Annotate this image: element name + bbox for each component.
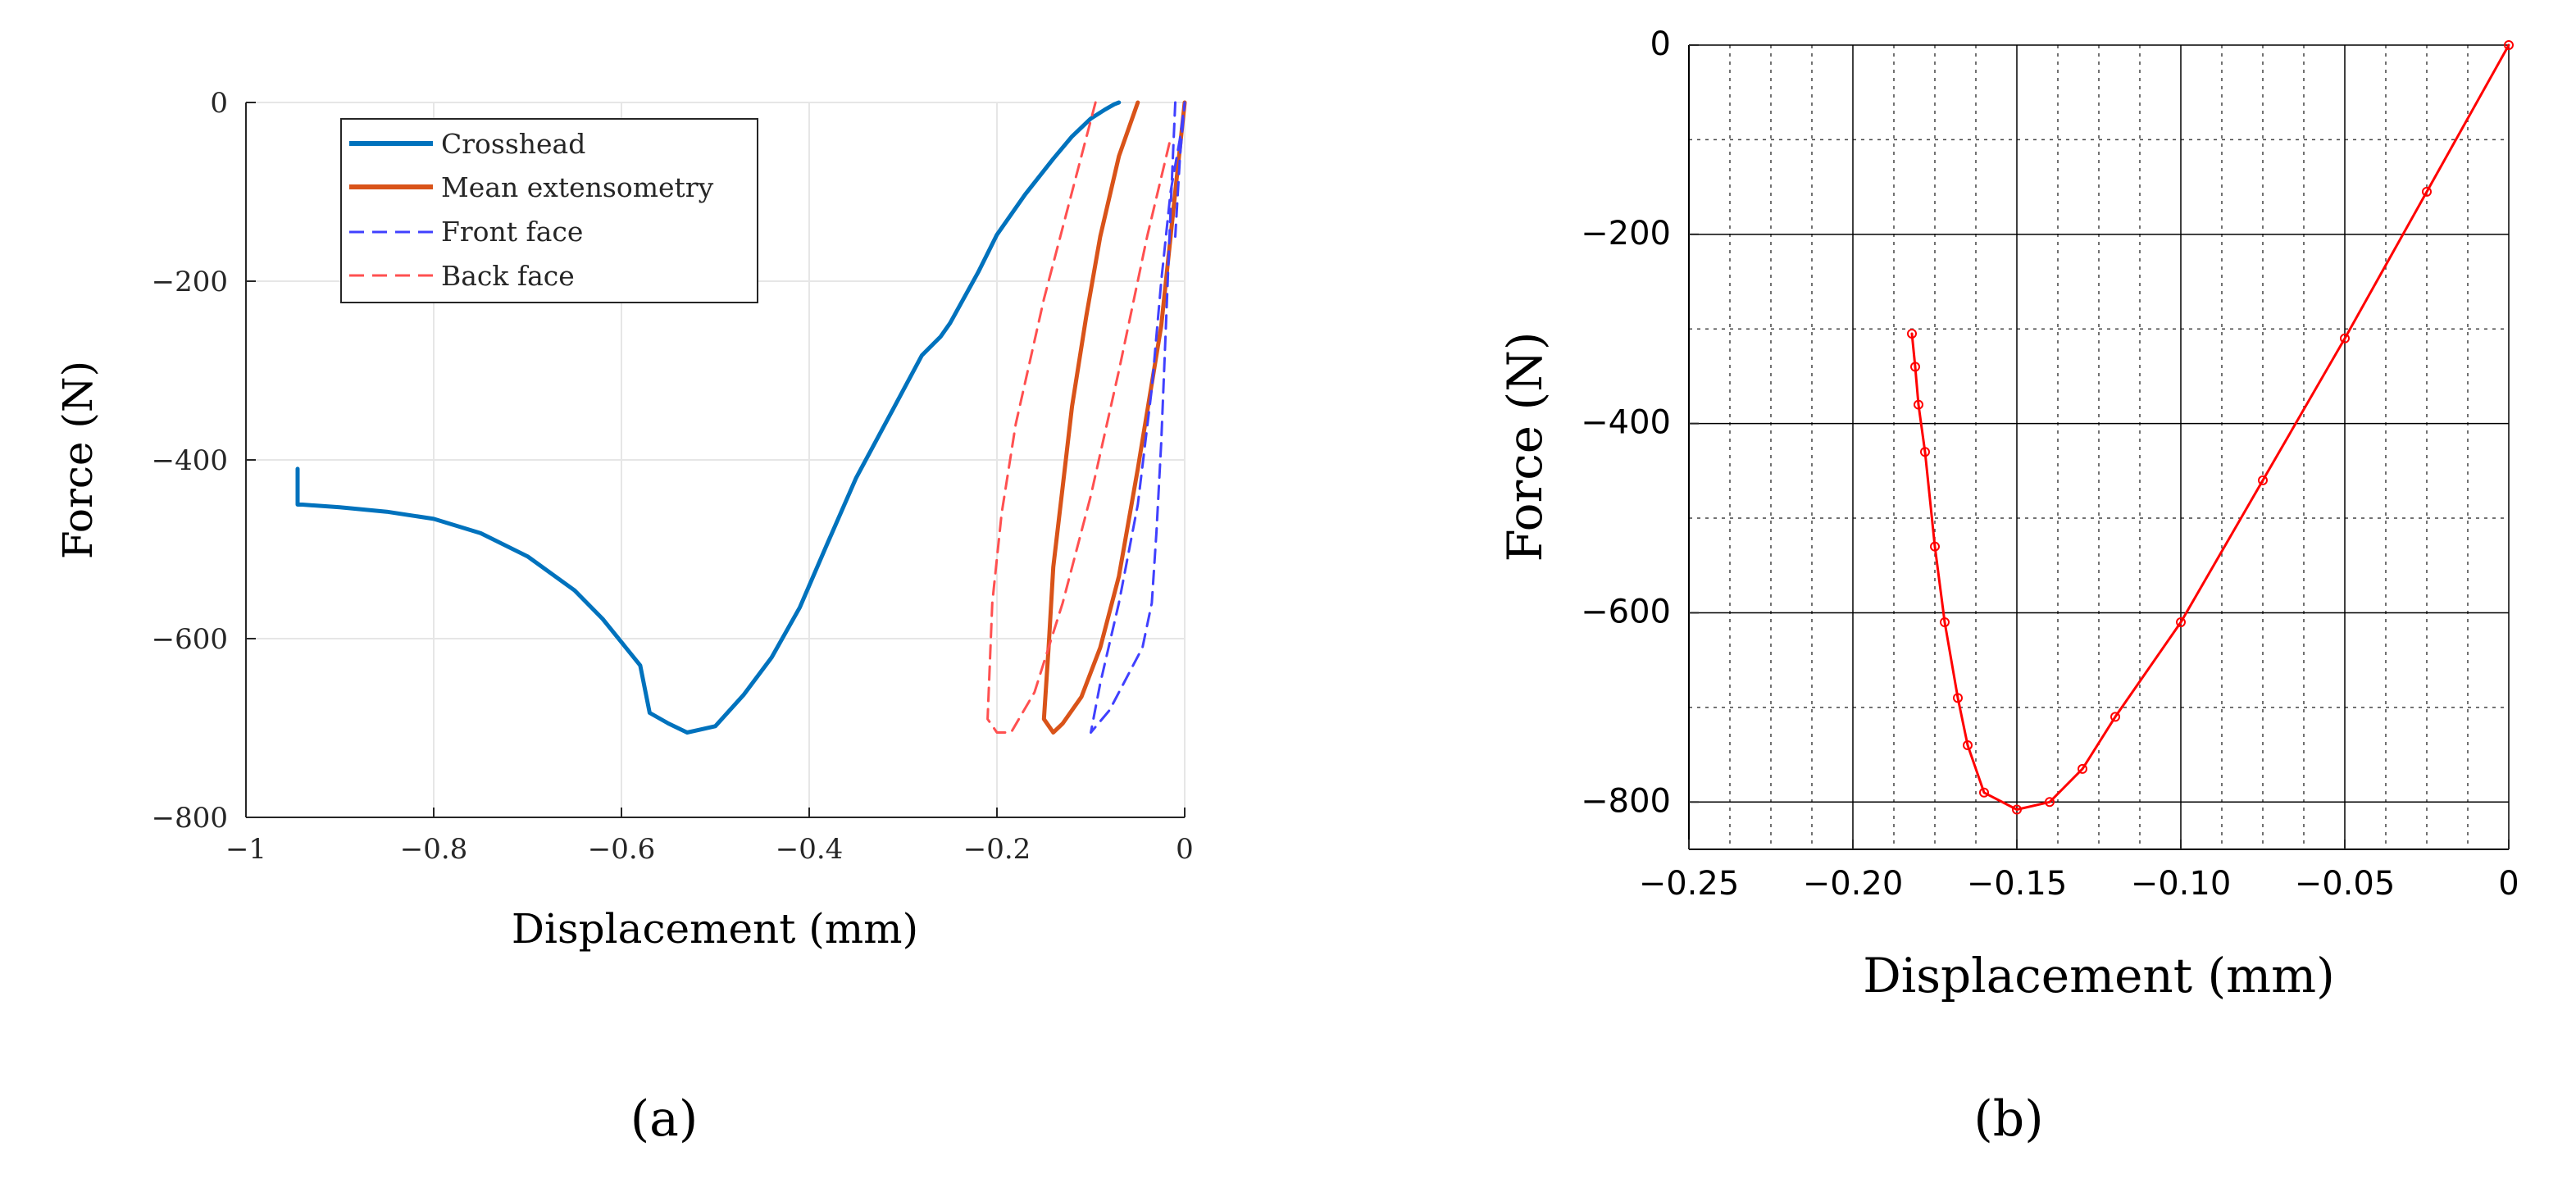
y-tick-label: −600 (1581, 593, 1671, 630)
x-tick-label: −0.10 (2131, 865, 2232, 903)
x-tick-label: −0.15 (1967, 865, 2068, 903)
data-point-marker (2078, 763, 2087, 774)
data-point-marker (1930, 541, 1940, 552)
y-tick-label: 0 (1650, 25, 1671, 63)
series-front-face (1090, 101, 1186, 734)
x-tick-label: −0.8 (400, 833, 468, 866)
series-mean-extensometry (1041, 100, 1187, 735)
y-tick-label: −800 (152, 802, 228, 835)
x-tick-label: 0 (1176, 833, 1194, 866)
legend-front-face-label: Front face (441, 216, 583, 248)
panel-b-y-ticks: 0 −200 −400 −600 −800 (1581, 25, 1699, 820)
y-tick-label: −400 (152, 444, 228, 477)
x-tick-label: −1 (225, 833, 266, 866)
y-tick-label: 0 (210, 87, 228, 120)
y-tick-label: −200 (1581, 215, 1671, 253)
y-tick-label: −400 (1581, 404, 1671, 442)
panel-a-chart: −1 −0.8 −0.6 −0.4 −0.2 0 0 −200 −400 −600 −800 Cr… (54, 87, 1194, 1148)
series-crosshead (295, 100, 1122, 735)
panel-a-series (295, 100, 1187, 735)
x-tick-label: −0.6 (588, 833, 656, 866)
data-point-marker (2012, 804, 2022, 815)
panel-b-x-axis-label: Displacement (mm) (1863, 948, 2335, 1003)
x-tick-label: −0.05 (2295, 865, 2396, 903)
data-point-marker (1940, 617, 1950, 628)
panel-b-series (1907, 40, 2514, 815)
panel-a-legend: Crosshead Mean extensometry Front face B… (340, 118, 758, 303)
panel-a-x-axis-label: Displacement (mm) (512, 905, 918, 953)
panel-b-y-axis-label: Force (N) (1497, 332, 1553, 562)
data-point-marker (2045, 797, 2055, 808)
y-tick-label: −200 (152, 266, 228, 298)
panel-b-grid (1688, 44, 2510, 849)
data-point-marker (1910, 362, 1920, 372)
x-tick-label: −0.20 (1803, 865, 1904, 903)
panel-a-label: (a) (630, 1090, 699, 1148)
x-tick-label: −0.4 (776, 833, 844, 866)
series-force-displacement (1910, 43, 2510, 811)
data-point-marker (1953, 693, 1963, 703)
legend-mean-extensometry-label: Mean extensometry (441, 171, 714, 203)
data-point-marker (2258, 475, 2268, 485)
x-tick-label: −0.25 (1639, 865, 1740, 903)
data-point-marker (2504, 40, 2514, 50)
panel-b-label: (b) (1973, 1090, 2043, 1148)
legend-box (340, 118, 758, 303)
data-point-marker (1914, 399, 1923, 410)
data-point-marker (1979, 787, 1989, 798)
data-point-marker (2110, 712, 2120, 722)
data-point-marker (1907, 329, 1917, 339)
series-back-face (986, 101, 1172, 734)
data-point-marker (2176, 617, 2186, 628)
panel-b-x-ticks: −0.25 −0.20 −0.15 −0.10 −0.05 0 (1639, 839, 2519, 903)
data-point-marker (1920, 447, 1930, 457)
data-point-marker (1963, 740, 1973, 751)
legend-back-face-label: Back face (441, 260, 575, 292)
panel-a-y-axis-label: Force (N) (54, 361, 102, 559)
panel-b-chart: −0.25 −0.20 −0.15 −0.10 −0.05 0 0 −200 −400 −600… (1497, 25, 2519, 1148)
x-tick-label: 0 (2498, 865, 2519, 903)
data-point-marker (2422, 186, 2432, 197)
x-tick-label: −0.2 (963, 833, 1031, 866)
panel-a-y-ticks: 0 −200 −400 −600 −800 (152, 87, 256, 835)
y-tick-label: −600 (152, 623, 228, 656)
legend-crosshead-label: Crosshead (441, 128, 585, 160)
y-tick-label: −800 (1581, 782, 1671, 820)
data-point-marker (2340, 333, 2350, 344)
panel-a-x-ticks: −1 −0.8 −0.6 −0.4 −0.2 0 (225, 808, 1194, 866)
